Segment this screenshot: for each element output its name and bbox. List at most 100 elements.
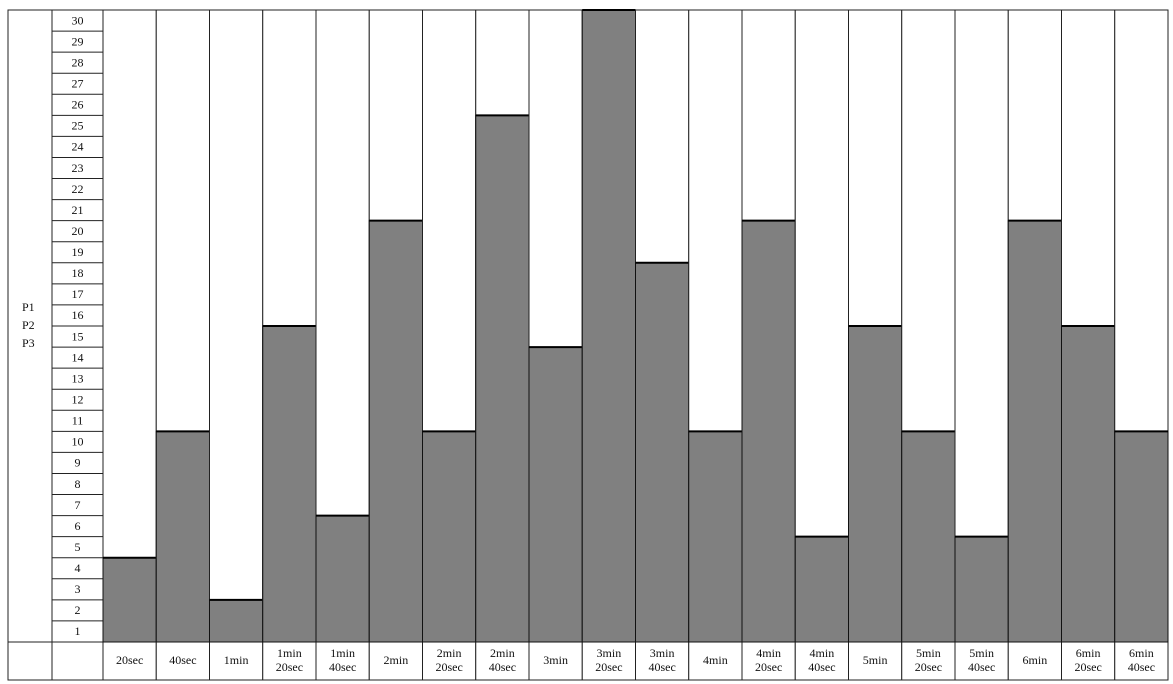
bar [209, 599, 264, 643]
y-tick-label: 8 [75, 477, 81, 491]
y-tick-label: 18 [72, 266, 84, 280]
y-tick-label: 28 [72, 55, 84, 69]
y-tick-label: 12 [72, 392, 84, 406]
bar [1114, 430, 1169, 643]
bar [901, 430, 956, 643]
y-tick-label: 10 [72, 435, 84, 449]
category-cell [794, 641, 849, 681]
bar [102, 557, 157, 643]
y-tick-label: 19 [72, 245, 84, 259]
x-tick-label: 2min [384, 653, 409, 667]
y-tick-label: 17 [72, 287, 84, 301]
x-tick-label: 6min [1076, 646, 1101, 660]
y-tick-label: 21 [72, 203, 84, 217]
x-tick-label: 5min [916, 646, 941, 660]
x-tick-label: 40sec [169, 653, 196, 667]
bar [741, 220, 796, 643]
x-tick-label: 20sec [276, 660, 303, 674]
x-tick-label: 40sec [648, 660, 675, 674]
x-tick-label: 40sec [1128, 660, 1155, 674]
bar [475, 114, 530, 643]
category-cell [102, 641, 157, 681]
bar [848, 325, 903, 643]
column-cell [209, 9, 264, 643]
y-tick-label: 23 [72, 161, 84, 175]
column-cell [102, 9, 157, 643]
y-tick-label: 15 [72, 329, 84, 343]
bar [635, 262, 690, 643]
category-cell [688, 641, 743, 681]
bar [954, 536, 1009, 643]
scale-column-foot [51, 641, 104, 681]
x-tick-label: 1min [277, 646, 302, 660]
x-tick-label: 4min [703, 653, 728, 667]
x-tick-label: 5min [969, 646, 994, 660]
bar [315, 515, 370, 643]
label-column-foot [7, 641, 53, 681]
x-tick-label: 3min [650, 646, 675, 660]
category-cell [368, 641, 423, 681]
bar [1007, 220, 1062, 643]
bar [581, 9, 636, 643]
y-tick-label: 7 [75, 498, 81, 512]
x-tick-label: 2min [490, 646, 515, 660]
bar [528, 346, 583, 643]
x-tick-label: 40sec [329, 660, 356, 674]
category-cell [528, 641, 583, 681]
x-tick-label: 1min [330, 646, 355, 660]
y-tick-label: 14 [72, 350, 84, 364]
side-label: P1 [22, 300, 35, 314]
category-cell [954, 641, 1009, 681]
x-tick-label: 40sec [808, 660, 835, 674]
category-cell [741, 641, 796, 681]
category-cell [1061, 641, 1116, 681]
y-tick-label: 20 [72, 224, 84, 238]
y-tick-label: 24 [72, 140, 84, 154]
bar [422, 430, 477, 643]
y-tick-label: 13 [72, 371, 84, 385]
category-cell [581, 641, 636, 681]
bar [1061, 325, 1116, 643]
side-label: P3 [22, 336, 35, 350]
category-cell [1114, 641, 1169, 681]
bar [262, 325, 317, 643]
x-tick-label: 1min [224, 653, 249, 667]
x-tick-label: 20sec [755, 660, 782, 674]
x-tick-label: 3min [543, 653, 568, 667]
y-tick-label: 27 [72, 76, 84, 90]
y-tick-label: 1 [75, 624, 81, 638]
y-tick-label: 22 [72, 182, 84, 196]
bar [368, 220, 423, 643]
x-tick-label: 20sec [915, 660, 942, 674]
category-cell [635, 641, 690, 681]
y-tick-label: 11 [72, 414, 84, 428]
x-tick-label: 20sec [435, 660, 462, 674]
y-tick-label: 29 [72, 34, 84, 48]
x-tick-label: 40sec [968, 660, 995, 674]
y-tick-label: 4 [75, 561, 81, 575]
x-tick-label: 5min [863, 653, 888, 667]
category-cell [901, 641, 956, 681]
y-tick-label: 6 [75, 519, 81, 533]
label-column [7, 9, 53, 643]
category-cell [848, 641, 903, 681]
x-tick-label: 6min [1023, 653, 1048, 667]
x-tick-label: 3min [597, 646, 622, 660]
x-tick-label: 4min [810, 646, 835, 660]
x-tick-label: 4min [756, 646, 781, 660]
y-tick-label: 9 [75, 456, 81, 470]
category-cell [262, 641, 317, 681]
y-tick-label: 3 [75, 582, 81, 596]
x-tick-label: 20sec [1074, 660, 1101, 674]
x-tick-label: 20sec [116, 653, 143, 667]
category-cell [422, 641, 477, 681]
x-tick-label: 40sec [489, 660, 516, 674]
x-tick-label: 2min [437, 646, 462, 660]
y-tick-label: 30 [72, 13, 84, 27]
x-tick-label: 6min [1129, 646, 1154, 660]
y-tick-label: 26 [72, 98, 84, 112]
bar [688, 430, 743, 643]
y-tick-label: 25 [72, 119, 84, 133]
x-tick-label: 20sec [595, 660, 622, 674]
